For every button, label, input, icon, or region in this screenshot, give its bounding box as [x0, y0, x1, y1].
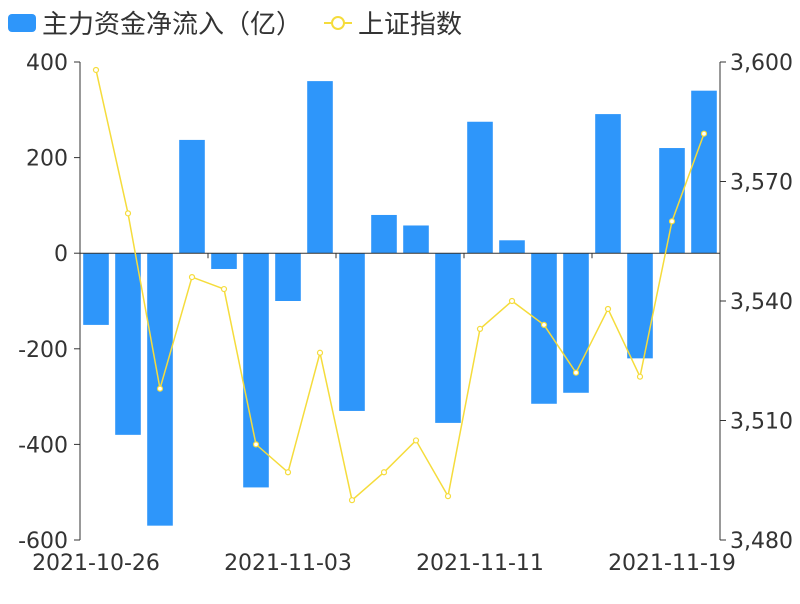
y-left-tick-label: 0 — [54, 242, 68, 267]
bar-2021-10-29 — [179, 139, 205, 254]
y-right-tick-label: 3,600 — [730, 51, 793, 76]
sse-index-point-2021-11-11 — [476, 325, 484, 332]
sse-index-point-2021-11-15 — [540, 321, 548, 328]
y-right-tick-label: 3,570 — [730, 171, 793, 196]
legend-line-swatch — [324, 14, 353, 32]
sse-index-point-2021-10-26 — [92, 66, 100, 74]
legend: 主力资金净流入（亿） 上证指数 — [8, 4, 484, 41]
legend-bar-swatch — [8, 13, 36, 32]
sse-index-point-2021-11-02 — [252, 441, 260, 448]
x-tick-label: 2021-10-26 — [32, 551, 160, 576]
legend-item-sse-index[interactable]: 上证指数 — [324, 4, 462, 41]
x-tick-label: 2021-11-11 — [416, 551, 544, 576]
sse-index-point-2021-10-29 — [188, 274, 196, 281]
bar-2021-11-22 — [691, 90, 717, 254]
y-right-tick-label: 3,540 — [730, 290, 793, 315]
sse-index-point-2021-11-16 — [572, 369, 580, 376]
legend-sse-index-label: 上证指数 — [358, 10, 463, 40]
y-left-tick-label: -600 — [18, 529, 68, 554]
sse-index-point-2021-11-22 — [700, 130, 708, 137]
bar-2021-11-03 — [275, 253, 301, 301]
sse-index-point-2021-10-28 — [156, 385, 164, 392]
bar-2021-10-27 — [115, 253, 141, 435]
sse-index-point-2021-11-04 — [316, 349, 324, 356]
bar-2021-11-02 — [243, 253, 269, 488]
bar-2021-11-09 — [403, 225, 429, 254]
bar-2021-11-10 — [435, 253, 461, 423]
y-right-tick-label: 3,480 — [730, 529, 793, 554]
sse-index-point-2021-11-19 — [668, 218, 676, 225]
y-left-tick-label: -400 — [18, 433, 68, 458]
sse-index-point-2021-10-27 — [124, 210, 132, 217]
x-tick-label: 2021-11-03 — [224, 551, 352, 576]
sse-index-point-2021-11-09 — [412, 437, 420, 444]
sse-index-point-2021-11-10 — [444, 493, 452, 500]
bar-2021-11-12 — [499, 240, 525, 254]
y-left-tick-label: 400 — [26, 51, 68, 76]
sse-index-point-2021-11-01 — [220, 285, 228, 293]
sse-index-point-2021-11-17 — [604, 305, 612, 313]
bar-2021-11-11 — [467, 121, 493, 254]
legend-fund-flow-label: 主力资金净流入（亿） — [42, 10, 303, 40]
bar-2021-11-04 — [307, 81, 333, 254]
legend-item-fund-flow[interactable]: 主力资金净流入（亿） — [8, 4, 302, 41]
bar-2021-11-05 — [339, 253, 365, 411]
bar-2021-10-26 — [83, 253, 109, 325]
y-left-tick-label: 200 — [26, 147, 68, 172]
bar-2021-11-19 — [659, 148, 685, 254]
bar-2021-11-08 — [371, 214, 397, 254]
bar-2021-11-16 — [563, 253, 589, 393]
y-right-tick-label: 3,510 — [730, 410, 793, 435]
bar-2021-11-01 — [211, 253, 237, 269]
sse-index-point-2021-11-12 — [508, 297, 516, 305]
x-tick-label: 2021-11-19 — [608, 551, 736, 576]
sse-index-point-2021-11-03 — [284, 469, 292, 476]
bar-2021-11-18 — [627, 253, 653, 359]
sse-index-point-2021-11-05 — [348, 497, 356, 504]
bar-2021-11-17 — [595, 114, 621, 254]
bar-2021-11-15 — [531, 253, 557, 404]
sse-index-point-2021-11-18 — [636, 373, 644, 380]
sse-index-point-2021-11-08 — [380, 469, 388, 476]
sse-index-line — [95, 69, 705, 502]
y-left-tick-label: -200 — [18, 338, 68, 363]
